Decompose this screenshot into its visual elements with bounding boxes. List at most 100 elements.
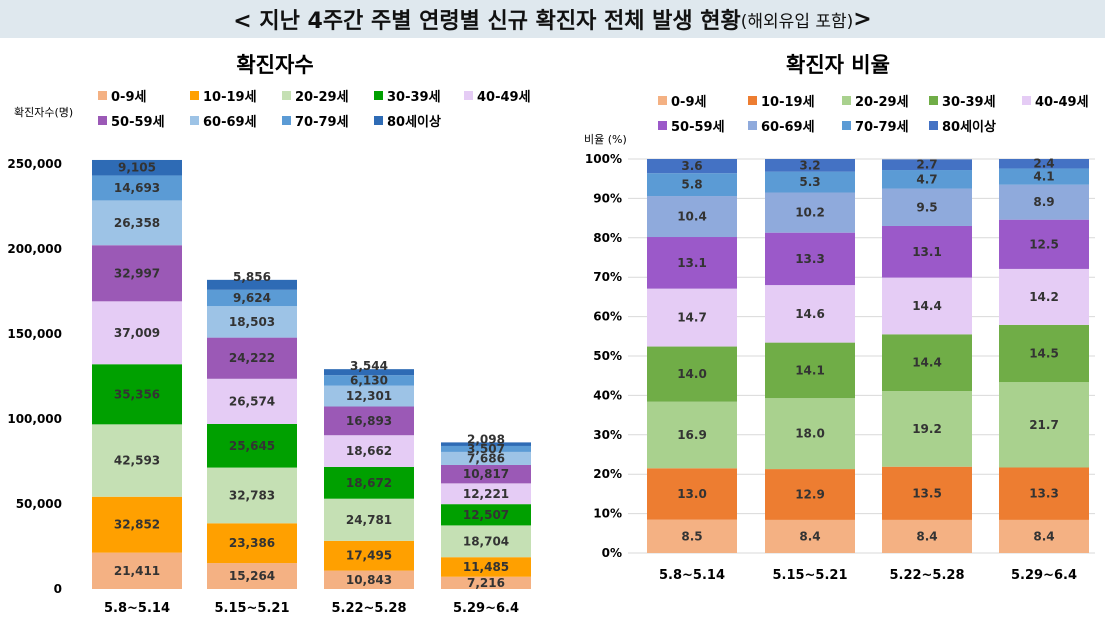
ratio-chart-value-label: 14.5 (1029, 346, 1059, 360)
ratio-chart-value-label: 4.1 (1033, 170, 1054, 184)
count-chart-value-label: 12,301 (346, 389, 392, 403)
count-chart-value-label: 9,624 (233, 291, 271, 305)
ratio-chart-value-label: 10.4 (677, 210, 707, 224)
ratio-chart-value-label: 14.4 (912, 356, 942, 370)
ratio-chart-ytick-label: 100% (585, 152, 622, 166)
ratio-chart-ylabel: 비율 (%) (584, 133, 627, 146)
ratio-chart-legend-label: 50-59세 (671, 120, 725, 135)
count-chart-value-label: 10,843 (346, 573, 392, 587)
ratio-chart-value-label: 5.3 (799, 175, 820, 189)
count-chart-bar-segment (324, 570, 414, 589)
count-chart-value-label: 6,130 (350, 373, 388, 387)
ratio-chart-value-label: 12.5 (1029, 237, 1059, 251)
count-chart-bar-segment (92, 245, 182, 302)
ratio-chart-ytick-label: 60% (593, 310, 622, 324)
ratio-chart-bar-segment (765, 285, 855, 343)
count-chart-value-label: 3,507 (467, 442, 505, 456)
ratio-chart-legend-label: 80세이상 (942, 119, 996, 135)
ratio-chart-legend-swatch (842, 96, 851, 105)
ratio-chart-bar-segment (647, 468, 737, 520)
ratio-chart-ytick-label: 40% (593, 388, 622, 402)
ratio-chart-value-label: 13.1 (912, 245, 942, 259)
count-chart-legend-label: 30-39세 (387, 90, 441, 105)
ratio-chart-legend-label: 10-19세 (761, 95, 815, 110)
count-chart-ytick-label: 200,000 (7, 242, 62, 256)
count-chart-value-label: 32,997 (114, 266, 160, 280)
count-chart-value-label: 14,693 (114, 181, 160, 195)
count-chart-bar-segment (207, 563, 297, 589)
count-chart-ytick-label: 50,000 (16, 497, 62, 511)
ratio-chart-bar-segment (999, 382, 1089, 468)
ratio-chart-ytick-label: 50% (593, 349, 622, 363)
ratio-chart-legend-swatch (748, 96, 757, 105)
ratio-chart-bar-segment (765, 519, 855, 553)
count-chart-bar-segment (92, 552, 182, 589)
ratio-chart-value-label: 8.9 (1033, 195, 1054, 209)
ratio-chart-bar-segment (647, 288, 737, 347)
ratio-chart-bar-segment (765, 342, 855, 399)
ratio-chart-legend-swatch (658, 121, 667, 130)
count-chart-bar-segment (324, 406, 414, 436)
count-chart-bar-segment (324, 385, 414, 407)
count-chart-bar-segment (324, 466, 414, 499)
ratio-chart-legend-swatch (748, 121, 757, 130)
ratio-chart-bar-segment (999, 219, 1089, 269)
count-chart-category-label: 5.29~6.4 (453, 601, 519, 616)
ratio-chart-bar-segment (765, 192, 855, 233)
ratio-chart-value-label: 13.3 (795, 252, 825, 266)
ratio-chart-title: 확진자 비율 (786, 53, 890, 77)
count-chart-bar-segment (324, 375, 414, 386)
count-chart-value-label: 35,356 (114, 387, 160, 401)
count-chart-value-label: 24,222 (229, 351, 275, 365)
count-chart-category-label: 5.15~5.21 (214, 601, 289, 616)
count-chart-bar-segment (92, 424, 182, 497)
page-title-note: (해외유입 포함) (740, 11, 854, 32)
count-chart-bar-segment (441, 445, 531, 452)
count-chart-value-label: 24,781 (346, 513, 392, 527)
ratio-chart-legend-swatch (842, 121, 851, 130)
ratio-chart-value-label: 13.1 (677, 256, 707, 270)
ratio-chart-value-label: 9.5 (916, 200, 937, 214)
count-chart-value-label: 25,645 (229, 439, 275, 453)
ratio-chart-bar-segment (882, 188, 972, 226)
ratio-chart-bar-segment (882, 391, 972, 467)
ratio-chart-bar-segment (999, 168, 1089, 185)
ratio-chart-category-label: 5.29~6.4 (1011, 568, 1077, 583)
count-chart-bar-segment (207, 423, 297, 468)
count-chart-bar-segment (324, 498, 414, 541)
count-chart-legend-swatch (282, 116, 291, 125)
page-title-end: > (853, 6, 872, 32)
count-chart-category-label: 5.22~5.28 (331, 601, 406, 616)
count-chart-value-label: 7,216 (467, 576, 505, 590)
count-chart-legend-swatch (98, 91, 107, 100)
ratio-chart-bar-segment (882, 466, 972, 520)
ratio-chart-legend-label: 30-39세 (942, 95, 996, 110)
ratio-chart-bar-segment (647, 159, 737, 174)
count-chart-value-label: 32,783 (229, 488, 275, 502)
ratio-chart-bar-segment (999, 324, 1089, 383)
ratio-chart-legend-label: 20-29세 (855, 95, 909, 110)
ratio-chart-bar-segment (647, 401, 737, 469)
count-chart-ytick-label: 250,000 (7, 157, 62, 171)
count-chart-value-label: 10,817 (463, 467, 509, 481)
count-chart-legend-label: 50-59세 (111, 115, 165, 130)
page-title: < 지난 4주간 주별 연령별 신규 확진자 전체 발생 현황 (233, 9, 741, 34)
ratio-chart-value-label: 19.2 (912, 422, 942, 436)
count-chart-legend-swatch (282, 91, 291, 100)
ratio-chart-bar-segment (765, 232, 855, 286)
ratio-chart-value-label: 8.5 (681, 529, 702, 543)
count-chart-bar-segment (207, 378, 297, 424)
ratio-chart-ytick-label: 90% (593, 191, 622, 205)
count-chart-ytick-label: 100,000 (7, 412, 62, 426)
count-chart-legend-swatch (190, 116, 199, 125)
count-chart-value-label: 42,593 (114, 454, 160, 468)
ratio-chart-value-label: 2.7 (916, 158, 937, 172)
count-chart-bar-segment (92, 301, 182, 365)
ratio-chart-ytick-label: 10% (593, 507, 622, 521)
count-chart-legend-label: 0-9세 (111, 90, 146, 105)
count-chart-bar-segment (92, 175, 182, 201)
ratio-chart-ytick-label: 20% (593, 467, 622, 481)
ratio-chart-value-label: 14.0 (677, 367, 707, 381)
ratio-chart-bar-segment (999, 184, 1089, 220)
ratio-chart-bar-segment (882, 277, 972, 335)
